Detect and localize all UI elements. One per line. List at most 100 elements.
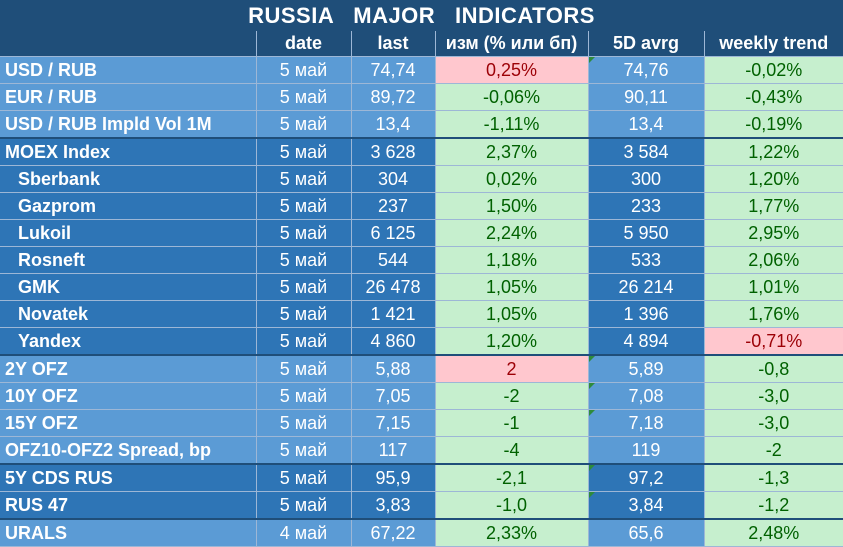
row-5d-avg[interactable]: 533 — [588, 246, 705, 274]
row-date[interactable]: 5 май — [256, 219, 352, 247]
row-date[interactable]: 5 май — [256, 382, 352, 410]
row-trend[interactable]: -0,8 — [704, 354, 843, 383]
row-5d-avg[interactable]: 233 — [588, 192, 705, 220]
row-last[interactable]: 6 125 — [351, 219, 436, 247]
row-trend[interactable]: -3,0 — [704, 409, 843, 437]
row-5d-avg[interactable]: 97,2 — [588, 463, 705, 492]
row-name[interactable]: OFZ10-OFZ2 Spread, bp — [0, 436, 257, 465]
row-name[interactable]: URALS — [0, 518, 257, 547]
row-change[interactable]: 2,33% — [435, 518, 589, 547]
row-change[interactable]: -4 — [435, 436, 589, 465]
row-date[interactable]: 5 май — [256, 192, 352, 220]
row-last[interactable]: 89,72 — [351, 83, 436, 111]
row-trend[interactable]: -0,19% — [704, 110, 843, 139]
row-change[interactable]: -1,11% — [435, 110, 589, 139]
row-change[interactable]: 2 — [435, 354, 589, 383]
row-change[interactable]: 1,50% — [435, 192, 589, 220]
row-date[interactable]: 5 май — [256, 409, 352, 437]
row-trend[interactable]: -0,02% — [704, 56, 843, 84]
row-date[interactable]: 5 май — [256, 273, 352, 301]
row-name[interactable]: MOEX Index — [0, 137, 257, 166]
row-change[interactable]: 2,37% — [435, 137, 589, 166]
row-last[interactable]: 304 — [351, 165, 436, 193]
header-last[interactable]: last — [351, 31, 436, 57]
row-5d-avg[interactable]: 5 950 — [588, 219, 705, 247]
row-change[interactable]: 1,05% — [435, 273, 589, 301]
row-5d-avg[interactable]: 3,84 — [588, 491, 705, 520]
row-last[interactable]: 7,05 — [351, 382, 436, 410]
row-date[interactable]: 5 май — [256, 300, 352, 328]
row-change[interactable]: -2,1 — [435, 463, 589, 492]
row-last[interactable]: 95,9 — [351, 463, 436, 492]
row-trend[interactable]: 1,22% — [704, 137, 843, 166]
row-name[interactable]: GMK — [0, 273, 257, 301]
row-trend[interactable]: 2,95% — [704, 219, 843, 247]
header-date[interactable]: date — [256, 31, 352, 57]
row-last[interactable]: 3,83 — [351, 491, 436, 520]
row-change[interactable]: -1 — [435, 409, 589, 437]
row-change[interactable]: -2 — [435, 382, 589, 410]
row-last[interactable]: 74,74 — [351, 56, 436, 84]
row-change[interactable]: -0,06% — [435, 83, 589, 111]
row-change[interactable]: 1,18% — [435, 246, 589, 274]
row-5d-avg[interactable]: 4 894 — [588, 327, 705, 356]
header-5d-avg[interactable]: 5D avrg — [588, 31, 705, 57]
row-date[interactable]: 5 май — [256, 491, 352, 520]
row-5d-avg[interactable]: 119 — [588, 436, 705, 465]
row-5d-avg[interactable]: 1 396 — [588, 300, 705, 328]
row-date[interactable]: 5 май — [256, 56, 352, 84]
row-5d-avg[interactable]: 7,08 — [588, 382, 705, 410]
row-date[interactable]: 5 май — [256, 463, 352, 492]
row-change[interactable]: 0,25% — [435, 56, 589, 84]
row-trend[interactable]: 1,20% — [704, 165, 843, 193]
row-name[interactable]: USD / RUB — [0, 56, 257, 84]
row-name[interactable]: 10Y OFZ — [0, 382, 257, 410]
row-5d-avg[interactable]: 3 584 — [588, 137, 705, 166]
row-trend[interactable]: -1,2 — [704, 491, 843, 520]
row-5d-avg[interactable]: 90,11 — [588, 83, 705, 111]
row-date[interactable]: 4 май — [256, 518, 352, 547]
row-date[interactable]: 5 май — [256, 354, 352, 383]
row-name[interactable]: Yandex — [0, 327, 257, 356]
row-trend[interactable]: -0,71% — [704, 327, 843, 356]
row-change[interactable]: 2,24% — [435, 219, 589, 247]
row-trend[interactable]: -0,43% — [704, 83, 843, 111]
row-name[interactable]: Sberbank — [0, 165, 257, 193]
header-change[interactable]: изм (% или бп) — [435, 31, 589, 57]
row-trend[interactable]: 1,01% — [704, 273, 843, 301]
row-5d-avg[interactable]: 7,18 — [588, 409, 705, 437]
row-last[interactable]: 4 860 — [351, 327, 436, 356]
row-trend[interactable]: 2,06% — [704, 246, 843, 274]
row-date[interactable]: 5 май — [256, 246, 352, 274]
row-name[interactable]: 5Y CDS RUS — [0, 463, 257, 492]
row-change[interactable]: -1,0 — [435, 491, 589, 520]
row-trend[interactable]: -1,3 — [704, 463, 843, 492]
row-last[interactable]: 5,88 — [351, 354, 436, 383]
row-last[interactable]: 1 421 — [351, 300, 436, 328]
row-name[interactable]: 15Y OFZ — [0, 409, 257, 437]
row-trend[interactable]: 1,76% — [704, 300, 843, 328]
row-last[interactable]: 117 — [351, 436, 436, 465]
row-trend[interactable]: -3,0 — [704, 382, 843, 410]
row-5d-avg[interactable]: 74,76 — [588, 56, 705, 84]
row-last[interactable]: 13,4 — [351, 110, 436, 139]
row-date[interactable]: 5 май — [256, 436, 352, 465]
row-trend[interactable]: 1,77% — [704, 192, 843, 220]
row-trend[interactable]: -2 — [704, 436, 843, 465]
row-date[interactable]: 5 май — [256, 137, 352, 166]
row-last[interactable]: 26 478 — [351, 273, 436, 301]
row-name[interactable]: Lukoil — [0, 219, 257, 247]
row-date[interactable]: 5 май — [256, 327, 352, 356]
row-name[interactable]: Gazprom — [0, 192, 257, 220]
row-last[interactable]: 7,15 — [351, 409, 436, 437]
row-change[interactable]: 1,20% — [435, 327, 589, 356]
row-last[interactable]: 67,22 — [351, 518, 436, 547]
row-5d-avg[interactable]: 26 214 — [588, 273, 705, 301]
row-change[interactable]: 0,02% — [435, 165, 589, 193]
row-trend[interactable]: 2,48% — [704, 518, 843, 547]
row-last[interactable]: 544 — [351, 246, 436, 274]
row-date[interactable]: 5 май — [256, 110, 352, 139]
row-name[interactable]: 2Y OFZ — [0, 354, 257, 383]
row-name[interactable]: EUR / RUB — [0, 83, 257, 111]
header-weekly-trend[interactable]: weekly trend — [704, 31, 843, 57]
